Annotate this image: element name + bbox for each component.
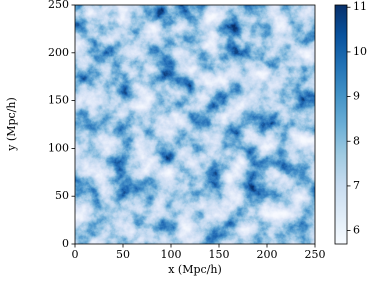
plot-frame: [74, 4, 316, 245]
colorbar-tick-label: 11: [353, 0, 367, 13]
x-axis-label: x (Mpc/h): [168, 263, 222, 276]
colorbar-tick-label: 6: [353, 224, 360, 237]
y-axis-label: y (Mpc/h): [5, 97, 18, 152]
colorbar-tick-label: 7: [353, 179, 360, 192]
x-tick-label: 50: [116, 248, 130, 261]
colorbar-tick-label: 10: [353, 45, 367, 58]
y-tick-label: 0: [62, 237, 69, 250]
y-tick-label: 200: [48, 46, 69, 59]
density-field: [75, 5, 315, 244]
x-tick-label: 250: [305, 248, 326, 261]
y-tick-label: 250: [48, 0, 69, 11]
y-tick-label: 50: [55, 189, 69, 202]
y-tick-label: 150: [48, 94, 69, 107]
colorbar-tick-label: 9: [353, 90, 360, 103]
x-tick-label: 100: [161, 248, 182, 261]
y-tick-label: 100: [48, 141, 69, 154]
colorbar-tick-label: 8: [353, 134, 360, 147]
x-tick-label: 150: [209, 248, 230, 261]
colorbar: [334, 4, 348, 245]
x-tick-label: 200: [257, 248, 278, 261]
x-tick-label: 0: [72, 248, 79, 261]
